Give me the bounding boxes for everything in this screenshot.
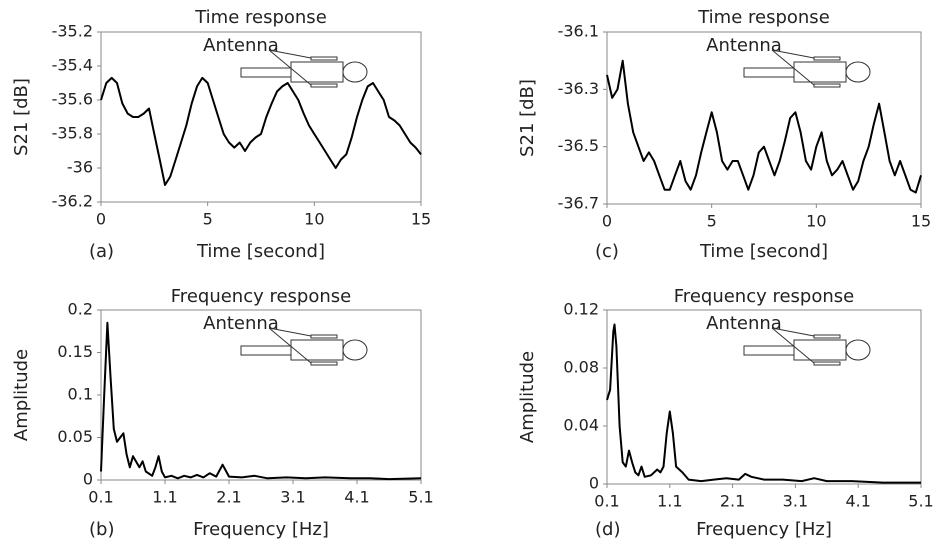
icon-body xyxy=(793,339,847,361)
x-tick-label: 5.1 xyxy=(908,492,933,511)
x-tick-label: 1.1 xyxy=(152,488,177,507)
y-tick-label: -35.2 xyxy=(52,22,93,41)
plot-frame xyxy=(606,309,922,485)
y-axis-label: S21 [dB] xyxy=(11,78,32,156)
x-tick-label: 2.1 xyxy=(216,488,241,507)
x-axis-label: Time [second] xyxy=(699,241,828,262)
y-tick-label: 0 xyxy=(83,470,93,489)
annotation: Antenna xyxy=(203,35,279,56)
x-tick-label: 2.1 xyxy=(720,492,745,511)
icon-legs xyxy=(240,67,292,78)
icon-legs xyxy=(743,345,795,356)
panel-label: (a) xyxy=(89,241,114,262)
icon-antenna-top xyxy=(813,56,841,61)
icon-pointer xyxy=(268,49,312,86)
data-line xyxy=(100,321,422,481)
icon-head xyxy=(342,61,368,83)
y-tick-label: 0.04 xyxy=(563,416,599,435)
icon-antenna-bottom xyxy=(310,83,338,88)
y-tick-label: 0.05 xyxy=(57,427,93,446)
annotation: Antenna xyxy=(706,313,782,334)
icon-antenna-top xyxy=(813,334,841,339)
panel-label: (c) xyxy=(595,241,619,262)
x-tick-label: 3.1 xyxy=(280,488,305,507)
x-axis-label: Time [second] xyxy=(196,241,325,262)
y-tick-label: 0.12 xyxy=(563,300,599,319)
y-tick-label: -36.3 xyxy=(558,79,599,98)
y-tick-label: 0.1 xyxy=(68,385,93,404)
x-tick-label: 0 xyxy=(602,212,612,231)
chart-title: Frequency response xyxy=(171,286,351,307)
icon-head xyxy=(845,61,871,83)
y-tick-label: -36 xyxy=(67,158,93,177)
x-tick-label: 5.1 xyxy=(408,488,433,507)
icon-head xyxy=(845,339,871,361)
annotation: Antenna xyxy=(203,313,279,334)
plot-frame xyxy=(606,31,922,205)
chart-title: Frequency response xyxy=(674,286,854,307)
x-tick-label: 0.1 xyxy=(594,492,619,511)
icon-antenna-top xyxy=(310,334,338,339)
y-tick-label: -36.5 xyxy=(558,136,599,155)
panel-label: (b) xyxy=(89,519,114,540)
icon-legs xyxy=(240,345,292,356)
icon-legs xyxy=(743,67,795,78)
y-axis-label: S21 [dB] xyxy=(517,79,538,157)
y-tick-label: -35.8 xyxy=(52,124,93,143)
data-line xyxy=(606,323,921,484)
x-tick-label: 0 xyxy=(96,210,106,229)
data-line xyxy=(100,76,422,186)
x-tick-label: 10 xyxy=(806,212,826,231)
x-tick-label: 5 xyxy=(203,210,213,229)
data-line xyxy=(606,59,922,194)
y-tick-label: -36.2 xyxy=(52,192,93,211)
panel-label: (d) xyxy=(595,519,620,540)
x-tick-label: 1.1 xyxy=(657,492,682,511)
y-tick-label: 0.08 xyxy=(563,358,599,377)
icon-body xyxy=(290,61,344,83)
y-tick-label: -36.7 xyxy=(558,194,599,213)
x-tick-label: 4.1 xyxy=(845,492,870,511)
icon-pointer xyxy=(268,327,312,337)
y-tick-label: -35.6 xyxy=(52,90,93,109)
chart-title: Time response xyxy=(697,7,830,28)
annotation: Antenna xyxy=(706,35,782,56)
y-tick-label: -36.1 xyxy=(558,22,599,41)
icon-pointer xyxy=(268,49,312,59)
y-tick-label: 0 xyxy=(589,474,599,493)
icon-body xyxy=(290,339,344,361)
icon-body xyxy=(793,61,847,83)
icon-pointer xyxy=(771,49,815,59)
y-tick-label: 0.2 xyxy=(68,300,93,319)
icon-antenna-bottom xyxy=(310,361,338,366)
x-tick-label: 15 xyxy=(911,212,931,231)
x-tick-label: 4.1 xyxy=(344,488,369,507)
icon-antenna-top xyxy=(310,56,338,61)
y-axis-label: Amplitude xyxy=(517,351,538,443)
y-axis-label: Amplitude xyxy=(11,349,32,441)
icon-pointer xyxy=(771,327,815,337)
icon-antenna-bottom xyxy=(813,361,841,366)
x-tick-label: 5 xyxy=(707,212,717,231)
icon-pointer xyxy=(771,49,815,86)
plot-frame xyxy=(100,31,422,203)
chart-title: Time response xyxy=(194,7,327,28)
x-tick-label: 3.1 xyxy=(783,492,808,511)
y-tick-label: 0.15 xyxy=(57,342,93,361)
plot-frame xyxy=(100,309,422,481)
x-tick-label: 15 xyxy=(411,210,431,229)
icon-pointer xyxy=(268,327,312,364)
icon-pointer xyxy=(771,327,815,364)
x-tick-label: 10 xyxy=(304,210,324,229)
icon-antenna-bottom xyxy=(813,83,841,88)
x-tick-label: 0.1 xyxy=(88,488,113,507)
x-axis-label: Frequency [Hz] xyxy=(696,519,832,540)
x-axis-label: Frequency [Hz] xyxy=(193,519,329,540)
y-tick-label: -35.4 xyxy=(52,56,93,75)
icon-head xyxy=(342,339,368,361)
